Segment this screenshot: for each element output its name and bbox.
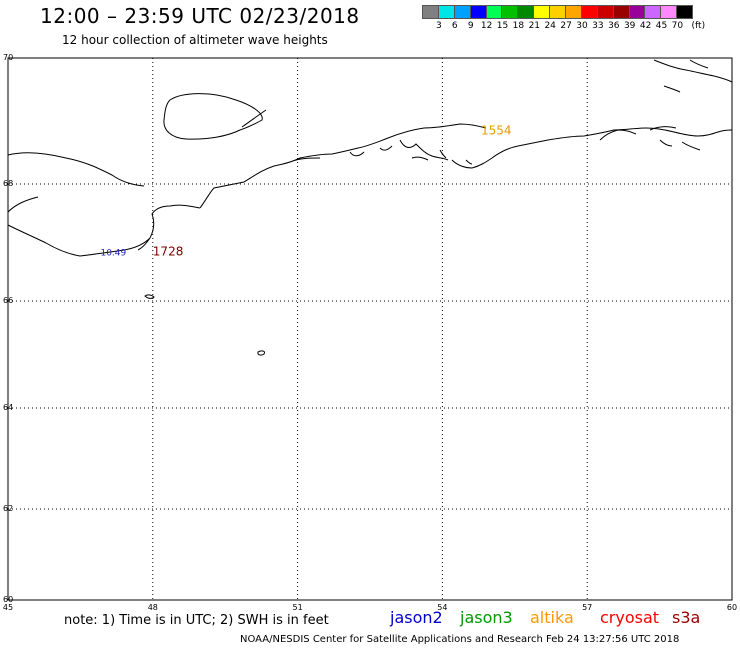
mission-name: cryosat [600, 608, 660, 627]
map-frame [7, 57, 733, 601]
mission-name: jason2 [390, 608, 443, 627]
kolguev-island [163, 93, 263, 140]
novaya-zemlya-south [653, 59, 733, 93]
kanin-islet [144, 294, 155, 299]
map-title: 12:00 – 23:59 UTC 02/23/2018 [40, 4, 360, 28]
legend-label: 12 [480, 21, 493, 31]
lon-tick-label: 51 [293, 603, 303, 612]
wave-height-label: 10.49 [100, 248, 126, 258]
observation-labels: 1554 1728 10.49 [100, 123, 511, 258]
legend-unit: (ft) [691, 21, 706, 31]
lon-tick-label: 45 [3, 603, 13, 612]
mission-name: altika [530, 608, 574, 627]
legend-label: 30 [576, 21, 588, 31]
legend-label: 3 [436, 21, 442, 31]
pass-time-label: 1728 [153, 244, 184, 258]
western-coast [7, 152, 201, 257]
legend-label: 33 [592, 21, 604, 31]
lon-tick-label: 48 [148, 603, 158, 612]
lat-tick-label: 62 [3, 504, 13, 513]
lat-lon-grid [8, 58, 732, 600]
lon-tick-label: 60 [727, 603, 737, 612]
legend-labels: 3 6 9 12 15 18 21 24 27 30 33 36 39 42 45 70 (ft) [422, 19, 740, 33]
legend-swatch [676, 5, 694, 19]
legend-label: 15 [496, 21, 509, 31]
legend-label: 9 [467, 21, 474, 31]
south-islet [257, 350, 265, 356]
legend-label: 6 [451, 21, 458, 31]
mission-name: jason3 [460, 608, 513, 627]
delta-islands [411, 149, 473, 165]
legend-label: 36 [608, 21, 620, 31]
legend-label: 39 [623, 21, 636, 31]
coastline [7, 59, 733, 356]
lat-tick-label: 70 [3, 53, 13, 62]
legend-label: 42 [639, 21, 652, 31]
legend-label: 70 [671, 21, 684, 31]
legend-label: 24 [544, 21, 556, 31]
footer-credit: NOAA/NESDIS Center for Satellite Applica… [240, 634, 680, 645]
legend-label: 21 [528, 21, 541, 31]
footer-note: note: 1) Time is in UTC; 2) SWH is in fe… [64, 613, 329, 628]
lat-tick-label: 60 [3, 595, 13, 604]
kolguev-spit [241, 109, 267, 128]
lon-tick-label: 54 [437, 603, 447, 612]
lat-tick-label: 66 [3, 296, 13, 305]
legend-label: 45 [655, 21, 668, 31]
lat-tick-label: 64 [3, 403, 13, 412]
legend-label: 18 [512, 21, 525, 31]
wave-height-legend: 3 6 9 12 15 18 21 24 27 30 33 36 39 42 45 70 (ft) [422, 5, 740, 33]
vaygach-coast [599, 126, 701, 151]
legend-swatches [422, 5, 740, 19]
lon-tick-label: 57 [582, 603, 592, 612]
mission-name: s3a [672, 608, 701, 627]
pass-time-label: 1554 [481, 123, 512, 137]
map-subtitle: 12 hour collection of altimeter wave hei… [62, 33, 328, 47]
legend-label: 27 [560, 21, 572, 31]
lat-tick-label: 68 [3, 179, 13, 188]
axis-ticks: 45 48 51 54 57 60 70 68 66 64 62 60 [3, 53, 737, 612]
pechora-coast [199, 123, 733, 209]
